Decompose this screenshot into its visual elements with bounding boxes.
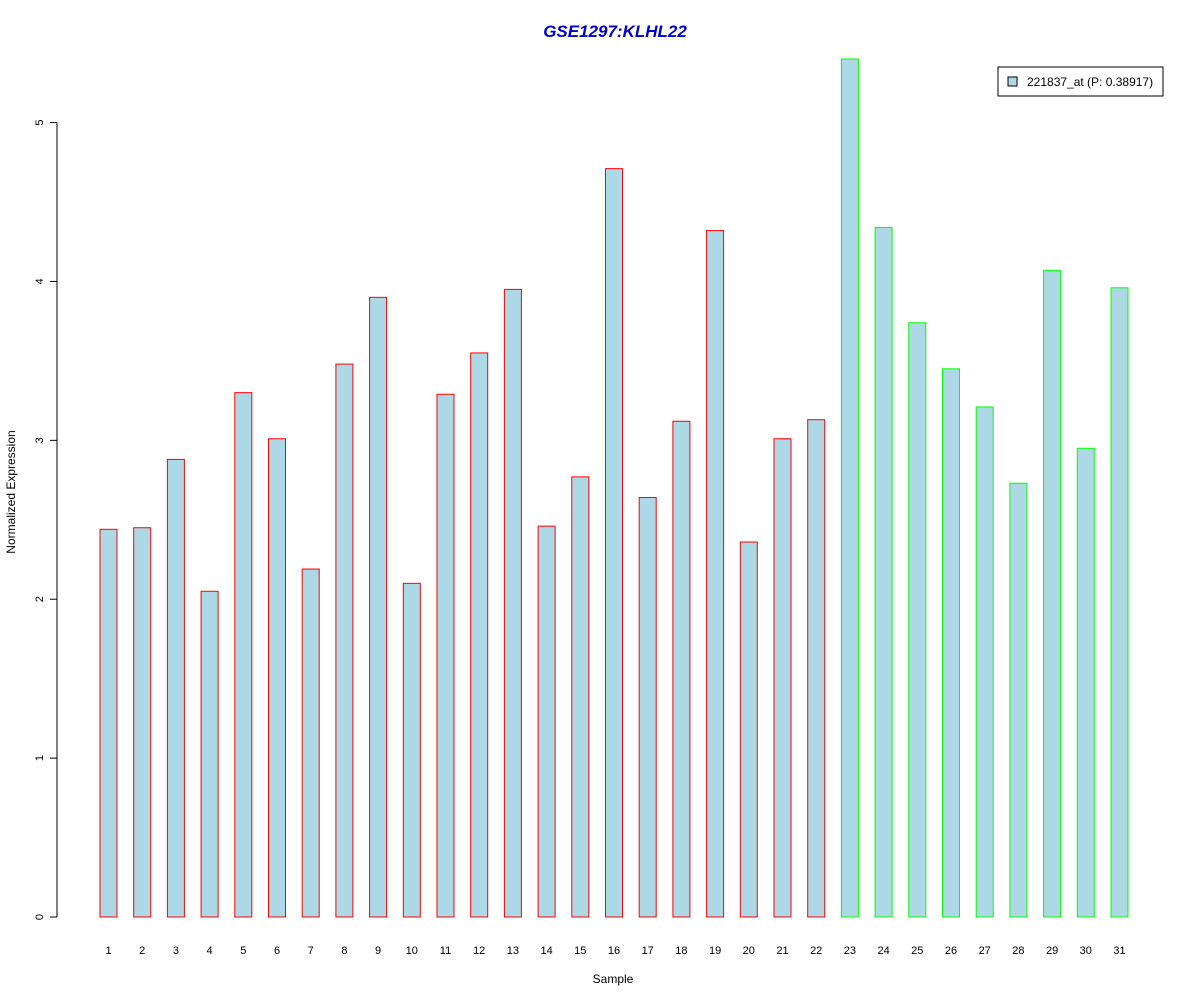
x-tick-label: 19 <box>709 945 721 957</box>
bar-sample-25 <box>908 322 927 918</box>
bar-sample-3 <box>166 458 185 918</box>
x-tick-label: 13 <box>507 945 519 957</box>
bar-sample-31 <box>1110 287 1129 918</box>
bar-sample-7 <box>301 568 320 918</box>
x-tick-label: 27 <box>979 945 991 957</box>
x-tick-label: 24 <box>877 945 889 957</box>
bar-sample-13 <box>503 288 522 918</box>
bar-sample-29 <box>1043 269 1062 918</box>
bar-sample-12 <box>470 352 489 918</box>
x-tick-label: 5 <box>240 945 246 957</box>
x-tick-label: 28 <box>1012 945 1024 957</box>
x-tick-label: 12 <box>473 945 485 957</box>
x-tick-label: 2 <box>139 945 145 957</box>
x-tick-labels: 1 2 3 4 5 6 7 8 9 10 11 12 13 14 15 16 17 18 19 20 21 22 23 24 2… <box>105 945 1125 957</box>
bar-sample-4 <box>200 590 219 918</box>
x-tick-label: 8 <box>341 945 347 957</box>
chart-title: GSE1297:KLHL22 <box>543 22 687 41</box>
bar-sample-18 <box>672 420 691 918</box>
x-tick-label: 15 <box>574 945 586 957</box>
bars-group <box>99 58 1129 918</box>
bar-sample-9 <box>369 296 388 918</box>
y-tick-label: 2 <box>34 596 46 602</box>
bar-sample-26 <box>942 368 960 918</box>
x-tick-label: 20 <box>743 945 755 957</box>
y-tick-label: 1 <box>34 755 46 761</box>
bar-sample-5 <box>234 392 253 918</box>
x-tick-label: 18 <box>675 945 687 957</box>
bar-sample-15 <box>571 476 590 918</box>
x-tick-label: 31 <box>1113 945 1125 957</box>
bar-sample-14 <box>537 525 556 918</box>
bar-sample-17 <box>638 497 657 918</box>
bar-sample-10 <box>402 582 421 918</box>
x-tick-label: 1 <box>105 945 111 957</box>
y-tick-label: 5 <box>34 119 46 125</box>
x-tick-label: 30 <box>1080 945 1092 957</box>
x-tick-label: 16 <box>608 945 620 957</box>
x-tick-label: 10 <box>406 945 418 957</box>
x-tick-label: 17 <box>642 945 654 957</box>
legend-entry: 221837_at (P: 0.38917) <box>1027 75 1153 89</box>
legend-box <box>997 66 1164 97</box>
bar-sample-11 <box>436 393 455 918</box>
x-tick-label: 9 <box>375 945 381 957</box>
bar-sample-24 <box>874 226 893 918</box>
x-tick-label: 14 <box>540 945 552 957</box>
x-tick-label: 25 <box>911 945 923 957</box>
bar-sample-27 <box>975 406 994 918</box>
x-tick-label: 23 <box>844 945 856 957</box>
bar-sample-1 <box>99 528 118 918</box>
bar-sample-23 <box>840 58 859 918</box>
x-tick-label: 26 <box>945 945 957 957</box>
bar-sample-22 <box>807 419 826 918</box>
bar-sample-8 <box>335 363 354 918</box>
x-tick-label: 3 <box>173 945 179 957</box>
x-tick-label: 21 <box>776 945 788 957</box>
bar-sample-21 <box>773 438 792 918</box>
y-tick-label: 0 <box>34 914 46 920</box>
x-tick-label: 22 <box>810 945 822 957</box>
x-tick-label: 4 <box>207 945 213 957</box>
x-tick-label: 29 <box>1046 945 1058 957</box>
bar-sample-19 <box>706 230 725 918</box>
bar-sample-2 <box>133 527 152 918</box>
y-axis-label: Normalized Expression <box>4 430 18 553</box>
x-axis-label: Sample <box>593 972 634 986</box>
x-tick-label: 7 <box>308 945 314 957</box>
legend-swatch <box>1007 76 1018 87</box>
x-tick-label: 6 <box>274 945 280 957</box>
y-tick-label: 4 <box>34 278 46 284</box>
bar-sample-16 <box>605 168 623 918</box>
bar-sample-30 <box>1076 447 1095 918</box>
bar-sample-6 <box>268 438 286 918</box>
bar-sample-20 <box>739 541 758 918</box>
bar-sample-28 <box>1009 482 1028 918</box>
legend: 221837_at (P: 0.38917) <box>997 66 1164 97</box>
y-tick-label: 3 <box>34 437 46 443</box>
y-axis: 0 1 2 3 4 5 <box>34 119 58 920</box>
x-tick-label: 11 <box>440 945 451 957</box>
